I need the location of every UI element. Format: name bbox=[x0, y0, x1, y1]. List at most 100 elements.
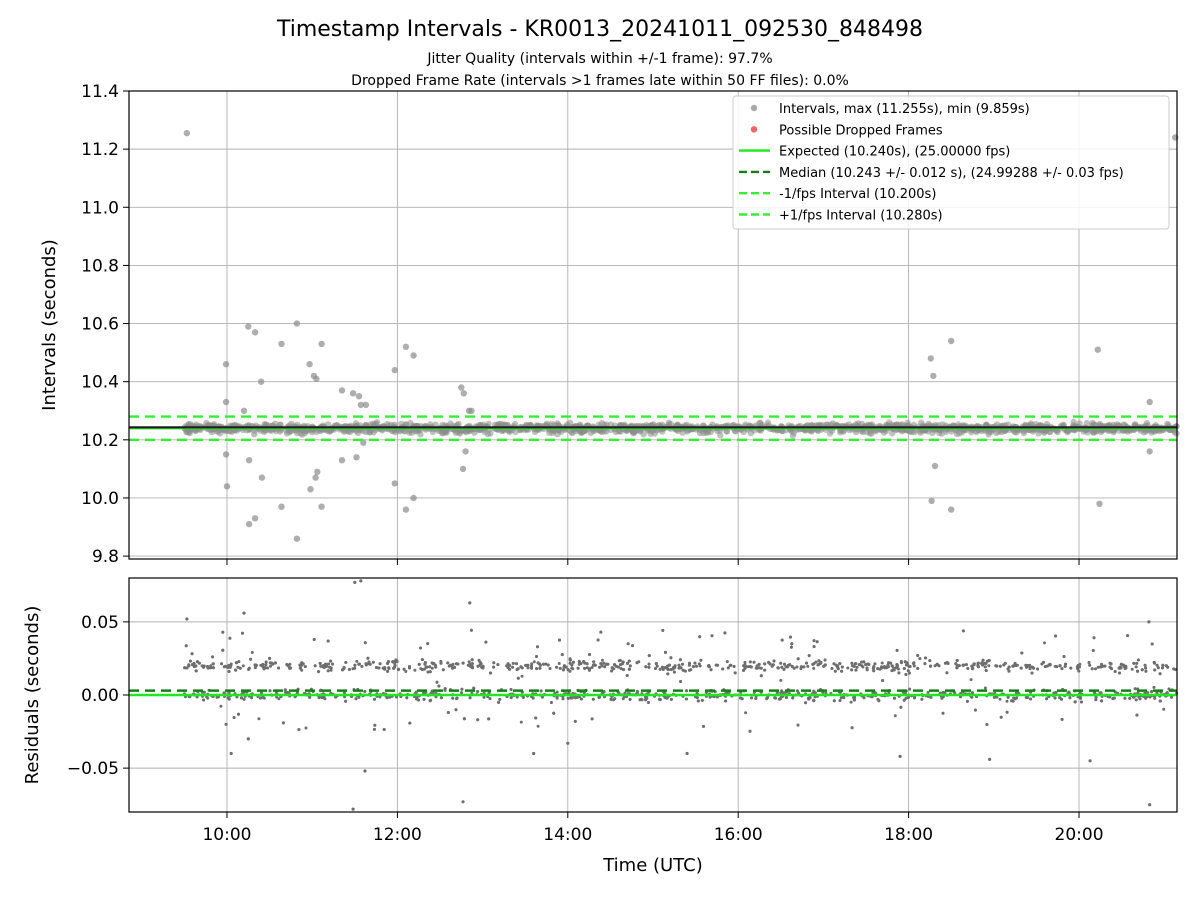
residual-point bbox=[626, 642, 630, 646]
residual-point bbox=[729, 663, 733, 667]
residual-point bbox=[953, 691, 957, 695]
residual-point bbox=[540, 695, 544, 699]
residual-point bbox=[591, 697, 595, 701]
residual-point bbox=[222, 665, 226, 669]
residual-point bbox=[1005, 710, 1009, 714]
residual-point bbox=[768, 662, 772, 666]
residual-point bbox=[576, 666, 580, 670]
residual-point bbox=[1164, 664, 1168, 668]
residual-point bbox=[812, 645, 816, 649]
residual-point bbox=[795, 689, 799, 693]
residual-point bbox=[462, 717, 466, 721]
residual-point bbox=[1087, 661, 1091, 664]
residual-point bbox=[1025, 665, 1028, 669]
residual-point bbox=[194, 669, 198, 673]
residual-point bbox=[1013, 661, 1017, 665]
residual-point bbox=[744, 711, 748, 715]
residual-point bbox=[791, 696, 795, 700]
residual-point bbox=[585, 666, 589, 670]
residual-point bbox=[647, 662, 651, 666]
residual-point bbox=[566, 668, 570, 672]
residual-point bbox=[360, 664, 364, 668]
interval-outlier-point bbox=[251, 515, 259, 522]
residual-point bbox=[710, 634, 714, 638]
residual-point bbox=[840, 669, 844, 673]
residual-point bbox=[304, 726, 308, 730]
residual-point bbox=[347, 668, 351, 671]
residual-point bbox=[241, 631, 244, 635]
residual-point bbox=[673, 664, 677, 668]
residual-point bbox=[249, 657, 253, 661]
residual-point bbox=[579, 697, 583, 701]
residual-point bbox=[702, 724, 705, 728]
residual-point bbox=[555, 665, 559, 669]
residual-point bbox=[981, 658, 985, 662]
residual-point bbox=[202, 690, 206, 694]
residual-point bbox=[822, 664, 826, 668]
residual-point bbox=[935, 663, 939, 666]
residual-point bbox=[558, 638, 561, 642]
residual-point bbox=[603, 665, 607, 669]
residual-point bbox=[1153, 696, 1157, 700]
residual-point bbox=[261, 663, 265, 666]
interval-outlier-point bbox=[391, 366, 398, 374]
residual-point bbox=[883, 666, 887, 670]
residual-point bbox=[1067, 690, 1071, 694]
residual-point bbox=[542, 662, 545, 666]
interval-outlier-point bbox=[360, 439, 367, 446]
interval-point bbox=[615, 428, 622, 435]
residual-point bbox=[998, 664, 1002, 668]
residuals-axis-ticks: −0.05 0.00 0.05 bbox=[67, 613, 129, 779]
residual-point bbox=[194, 664, 198, 668]
residual-point bbox=[387, 666, 391, 670]
residual-point bbox=[890, 664, 894, 668]
residual-point bbox=[1043, 641, 1046, 645]
residual-point bbox=[573, 719, 577, 723]
x-tick-label: 16:00 bbox=[714, 825, 763, 845]
residual-point bbox=[455, 696, 459, 700]
residual-point bbox=[402, 667, 406, 671]
interval-point bbox=[568, 429, 575, 436]
residual-point bbox=[1060, 717, 1064, 721]
residual-outlier-point bbox=[468, 601, 472, 605]
residual-point bbox=[1058, 664, 1062, 668]
residual-point bbox=[929, 664, 932, 668]
residual-point bbox=[995, 664, 999, 668]
interval-point bbox=[855, 420, 862, 427]
residual-outlier-point bbox=[1147, 620, 1151, 624]
residual-point bbox=[886, 663, 890, 667]
interval-outlier-point bbox=[313, 375, 320, 382]
residual-point bbox=[853, 662, 857, 666]
residual-point bbox=[298, 663, 302, 667]
residual-point bbox=[1136, 669, 1139, 673]
residual-point bbox=[567, 691, 571, 695]
residual-point bbox=[261, 695, 265, 699]
interval-point bbox=[700, 429, 707, 437]
residual-point bbox=[763, 662, 767, 666]
residual-point bbox=[312, 638, 316, 641]
residual-point bbox=[679, 666, 683, 670]
residual-point bbox=[354, 697, 358, 701]
residual-point bbox=[1100, 662, 1104, 666]
residual-point bbox=[371, 660, 375, 664]
residual-point bbox=[1005, 699, 1009, 703]
residual-point bbox=[192, 662, 196, 665]
residual-point bbox=[923, 662, 927, 666]
residual-point bbox=[600, 658, 604, 662]
residual-outlier-point bbox=[185, 617, 189, 621]
y-tick-label: 0.05 bbox=[81, 613, 119, 633]
residual-point bbox=[817, 662, 821, 666]
residual-point bbox=[269, 664, 272, 668]
residual-point bbox=[313, 664, 317, 668]
residual-point bbox=[627, 667, 631, 671]
residual-point bbox=[283, 688, 287, 692]
interval-point bbox=[340, 428, 348, 435]
residual-point bbox=[1077, 669, 1081, 673]
residual-point bbox=[759, 666, 763, 670]
residual-point bbox=[237, 712, 240, 716]
residuals-y-axis-label: Residuals (seconds) bbox=[22, 606, 43, 785]
interval-outlier-point bbox=[312, 474, 319, 481]
residual-point bbox=[549, 701, 553, 704]
residual-point bbox=[219, 704, 223, 708]
residual-point bbox=[509, 688, 513, 691]
